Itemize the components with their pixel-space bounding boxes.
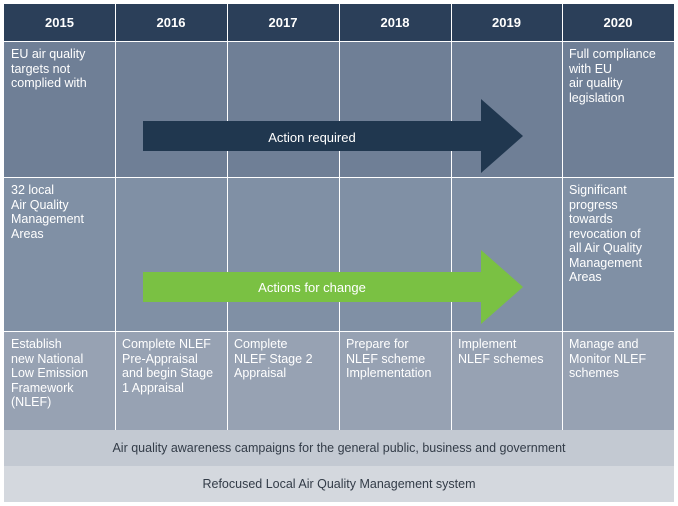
awareness-campaigns-band: Air quality awareness campaigns for the … — [4, 430, 674, 466]
step-2018-cell: Prepare for NLEF scheme Implementation — [339, 331, 451, 430]
row2-start-cell: 32 local Air Quality Management Areas — [4, 177, 115, 331]
timeline-grid: 2015 2016 2017 2018 2019 2020 EU air qua… — [4, 4, 674, 502]
year-header-2020: 2020 — [562, 4, 674, 41]
column-divider — [339, 4, 340, 430]
row1-start-cell: EU air quality targets not complied with — [4, 41, 115, 177]
actions-for-change-arrow — [143, 250, 523, 324]
year-header-2016: 2016 — [115, 4, 227, 41]
column-divider — [115, 4, 116, 430]
year-header-2018: 2018 — [339, 4, 451, 41]
step-2015-cell: Establish new National Low Emission Fram… — [4, 331, 115, 430]
year-header-2017: 2017 — [227, 4, 339, 41]
step-2020-cell: Manage and Monitor NLEF schemes — [562, 331, 674, 430]
action-required-arrow — [143, 99, 523, 173]
row1-end-cell: Full compliance with EU air quality legi… — [562, 41, 674, 177]
row-divider — [4, 177, 674, 178]
step-2019-cell: Implement NLEF schemes — [451, 331, 562, 430]
row2-end-cell: Significant progress towards revocation … — [562, 177, 674, 331]
row-divider — [4, 331, 674, 332]
column-divider — [451, 4, 452, 430]
action-required-label: Action required — [268, 130, 356, 145]
step-2017-cell: Complete NLEF Stage 2 Appraisal — [227, 331, 339, 430]
column-divider — [562, 4, 563, 430]
column-divider — [227, 4, 228, 430]
row-divider — [4, 41, 674, 42]
actions-for-change-label: Actions for change — [258, 280, 366, 295]
year-header-2015: 2015 — [4, 4, 115, 41]
year-header-2019: 2019 — [451, 4, 562, 41]
local-aqm-system-band: Refocused Local Air Quality Management s… — [4, 466, 674, 502]
step-2016-cell: Complete NLEF Pre-Appraisal and begin St… — [115, 331, 227, 430]
